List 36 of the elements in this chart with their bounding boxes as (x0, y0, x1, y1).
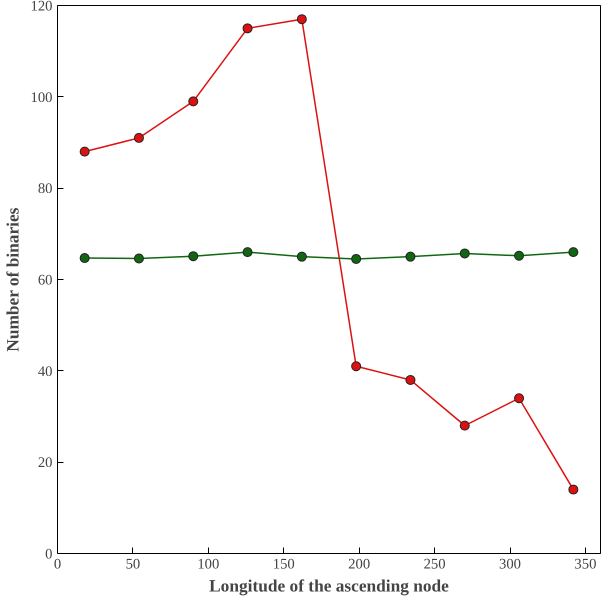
point (405, 374, 416, 385)
point (134, 132, 144, 143)
point (296, 252, 307, 262)
x-tick-label: 150 (272, 556, 295, 572)
x-tick-label: 250 (424, 556, 446, 572)
y-tick-label: 40 (38, 364, 52, 380)
point (188, 251, 198, 262)
point (514, 250, 524, 261)
y-tick-label: 100 (30, 90, 52, 106)
x-tick-label: 100 (197, 556, 220, 572)
point (514, 393, 524, 404)
y-tick-label: 60 (38, 272, 52, 288)
y-tick-label: 120 (30, 0, 52, 14)
point (351, 254, 362, 264)
y-axis-title: Number of binaries (4, 207, 23, 352)
point (460, 248, 470, 258)
point (134, 254, 144, 264)
point (351, 361, 362, 372)
point (296, 14, 307, 24)
x-tick-label: 200 (348, 556, 370, 572)
point (188, 96, 198, 106)
x-tick-label: 300 (499, 556, 521, 572)
y-tick-label: 80 (38, 181, 52, 198)
x-tick-label: 50 (126, 556, 140, 572)
point (80, 253, 90, 264)
point (80, 146, 90, 157)
y-tick-label: 0 (45, 546, 52, 562)
x-axis-title: Longitude of the ascending node (209, 576, 450, 596)
x-tick-label: 350 (574, 556, 596, 572)
point (242, 23, 253, 34)
y-tick-label: 20 (38, 455, 52, 472)
point (405, 252, 416, 262)
point (568, 484, 578, 495)
point (460, 420, 470, 431)
point (568, 247, 578, 258)
point (242, 247, 253, 258)
